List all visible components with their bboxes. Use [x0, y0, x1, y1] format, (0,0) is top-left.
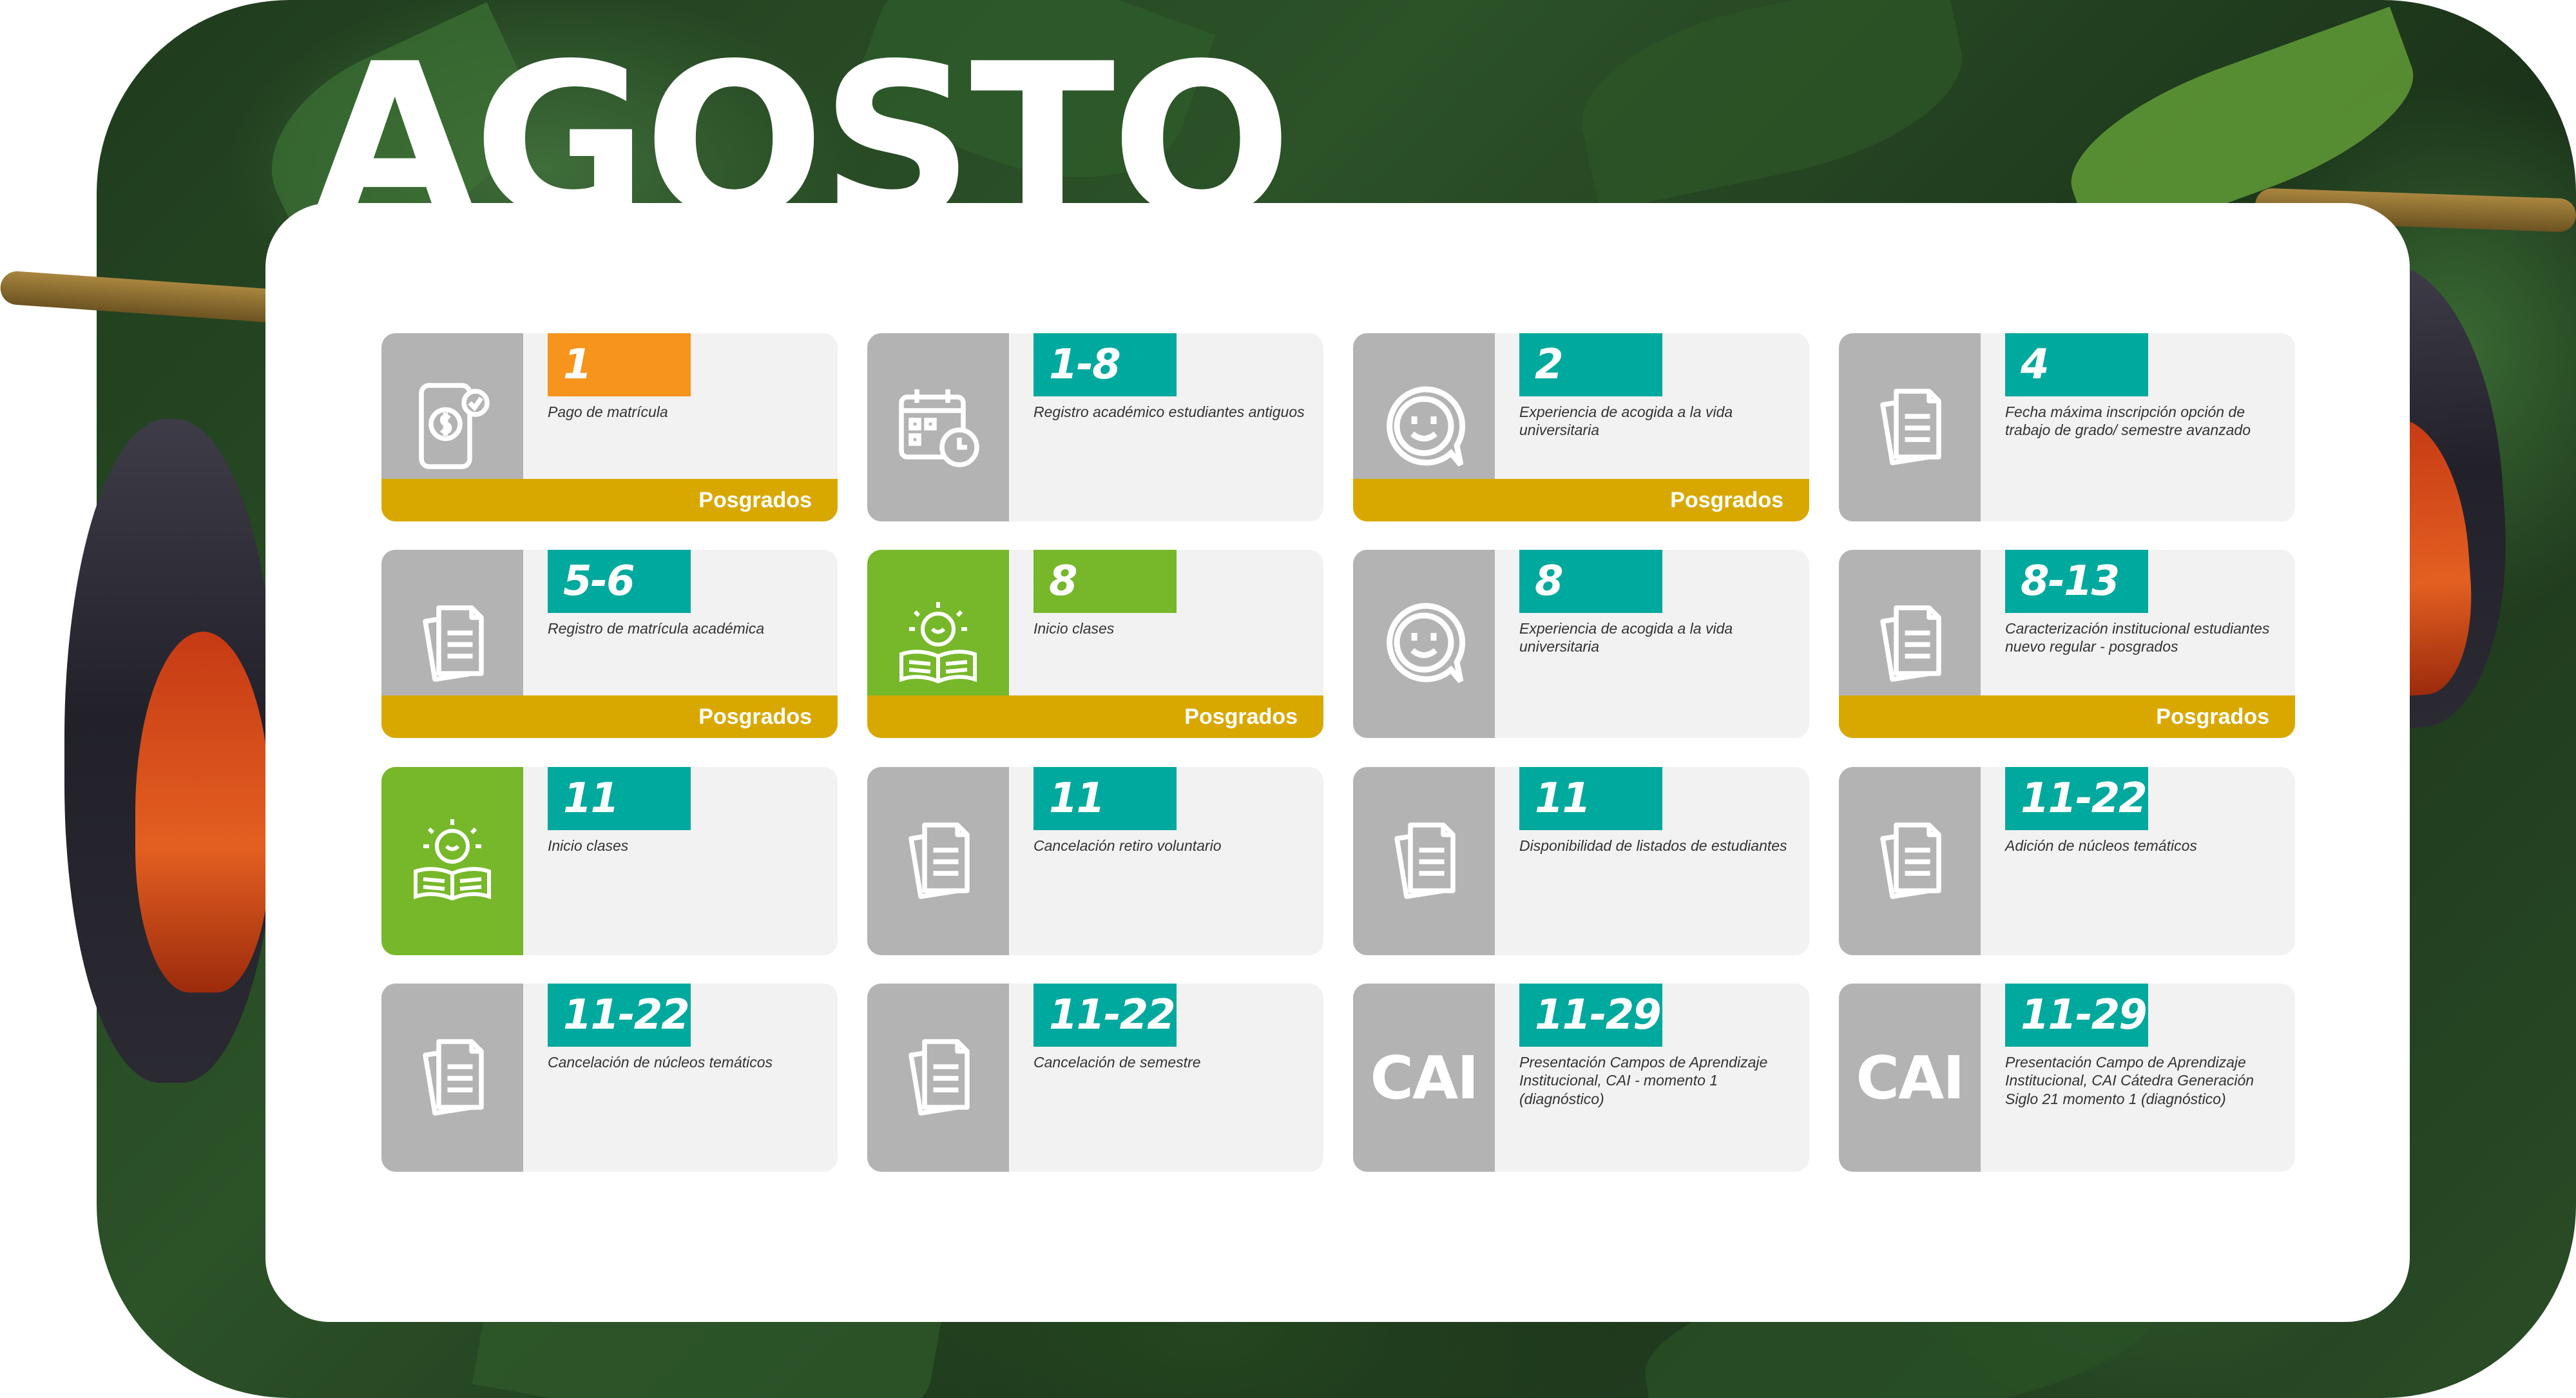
event-card: 5-6 Registro de matrícula académica Posgra… — [381, 550, 838, 738]
event-icon-panel — [1353, 550, 1495, 738]
smiley-chat-icon — [1376, 378, 1472, 478]
event-date: 11-22 — [2005, 767, 2148, 830]
event-card: 2 Experiencia de acogida a la vida univer… — [1353, 333, 1809, 521]
event-description: Registro académico estudiantes antiguos — [1033, 403, 1305, 420]
posgrados-badge: Posgrados — [867, 695, 1323, 738]
event-card: CAI 11-29 Presentación Campos de Aprendiza… — [1353, 984, 1809, 1172]
documents-icon — [1861, 811, 1958, 911]
event-icon-panel — [1839, 333, 1981, 521]
event-description: Presentación Campos de Aprendizaje Insti… — [1519, 1054, 1768, 1107]
event-card: 11 Cancelación retiro voluntario — [867, 767, 1323, 955]
event-card: 11-22 Cancelación de núcleos temáticos — [381, 984, 838, 1172]
event-description: Cancelación retiro voluntario — [1033, 837, 1222, 854]
event-description: Pago de matrícula — [548, 403, 668, 420]
event-date: 11 — [1033, 767, 1177, 830]
butterfly-wing — [135, 632, 271, 993]
payment-phone-icon — [404, 378, 501, 478]
event-card: 8 Experiencia de acogida a la vida univer… — [1353, 550, 1809, 738]
event-description: Disponibilidad de listados de estudiante… — [1519, 837, 1787, 854]
event-icon-panel — [1353, 767, 1495, 955]
event-card: 11-22 Cancelación de semestre — [867, 984, 1323, 1172]
event-icon-panel: CAI — [1839, 984, 1981, 1172]
event-date: 11 — [548, 767, 691, 830]
event-card: 1 Pago de matrícula Posgrados — [381, 333, 838, 521]
event-date: 11-22 — [1033, 984, 1177, 1047]
event-description: Cancelación de semestre — [1033, 1054, 1201, 1071]
event-description: Caracterización institucional estudiante… — [2005, 620, 2270, 655]
documents-icon — [890, 811, 986, 911]
event-date: 1-8 — [1033, 333, 1177, 396]
event-card: CAI 11-29 Presentación Campo de Aprendizaj… — [1839, 984, 2295, 1172]
event-icon-panel — [381, 767, 523, 955]
event-card: 8 Inicio clases Posgrados — [867, 550, 1323, 738]
event-date: 1 — [548, 333, 691, 396]
book-lightbulb-icon — [404, 811, 501, 911]
cai-label: CAI — [1856, 1043, 1965, 1112]
event-card: 4 Fecha máxima inscripción opción de trab… — [1839, 333, 2295, 521]
event-date: 11-29 — [1519, 984, 1662, 1047]
event-description: Fecha máxima inscripción opción de traba… — [2005, 403, 2251, 439]
event-card: 11 Disponibilidad de listados de estudian… — [1353, 767, 1809, 955]
posgrados-badge: Posgrados — [1839, 695, 2295, 738]
event-icon-panel: CAI — [1353, 984, 1495, 1172]
event-card: 8-13 Caracterización institucional estudi… — [1839, 550, 2295, 738]
event-date: 5-6 — [548, 550, 691, 613]
posgrados-badge: Posgrados — [381, 695, 838, 738]
leaf-decoration — [1565, 0, 1979, 213]
posgrados-badge: Posgrados — [381, 479, 838, 521]
event-date: 8 — [1033, 550, 1177, 613]
event-description: Registro de matrícula académica — [548, 620, 765, 637]
documents-icon — [1861, 378, 1958, 478]
documents-icon — [404, 594, 501, 694]
left-chrysalis — [64, 419, 277, 1083]
event-icon-panel — [1839, 767, 1981, 955]
event-date: 11-22 — [548, 984, 691, 1047]
posgrados-badge: Posgrados — [1353, 479, 1809, 521]
event-icon-panel — [867, 333, 1009, 521]
event-icon-panel — [867, 984, 1009, 1172]
calendar-clock-icon — [890, 378, 986, 478]
event-card: 11 Inicio clases — [381, 767, 838, 955]
documents-icon — [1376, 811, 1472, 911]
event-description: Presentación Campo de Aprendizaje Instit… — [2005, 1054, 2254, 1107]
event-date: 8-13 — [2005, 550, 2148, 613]
event-card: 11-22 Adición de núcleos temáticos — [1839, 767, 2295, 955]
documents-icon — [890, 1028, 986, 1128]
cai-label: CAI — [1370, 1043, 1479, 1112]
event-icon-panel — [867, 767, 1009, 955]
event-date: 2 — [1519, 333, 1662, 396]
event-description: Inicio clases — [1033, 620, 1115, 637]
event-date: 11-29 — [2005, 984, 2148, 1047]
event-date: 8 — [1519, 550, 1662, 613]
documents-icon — [1861, 594, 1958, 694]
event-date: 11 — [1519, 767, 1662, 830]
event-card: 1-8 Registro académico estudiantes antigu… — [867, 333, 1323, 521]
smiley-chat-icon — [1376, 594, 1472, 694]
event-icon-panel — [381, 984, 523, 1172]
event-date: 4 — [2005, 333, 2148, 396]
event-description: Inicio clases — [548, 837, 629, 854]
documents-icon — [404, 1028, 501, 1128]
event-description: Cancelación de núcleos temáticos — [548, 1054, 773, 1071]
event-description: Experiencia de acogida a la vida univers… — [1519, 620, 1733, 655]
event-description: Adición de núcleos temáticos — [2005, 837, 2197, 854]
event-description: Experiencia de acogida a la vida univers… — [1519, 403, 1733, 439]
book-lightbulb-icon — [890, 594, 986, 694]
